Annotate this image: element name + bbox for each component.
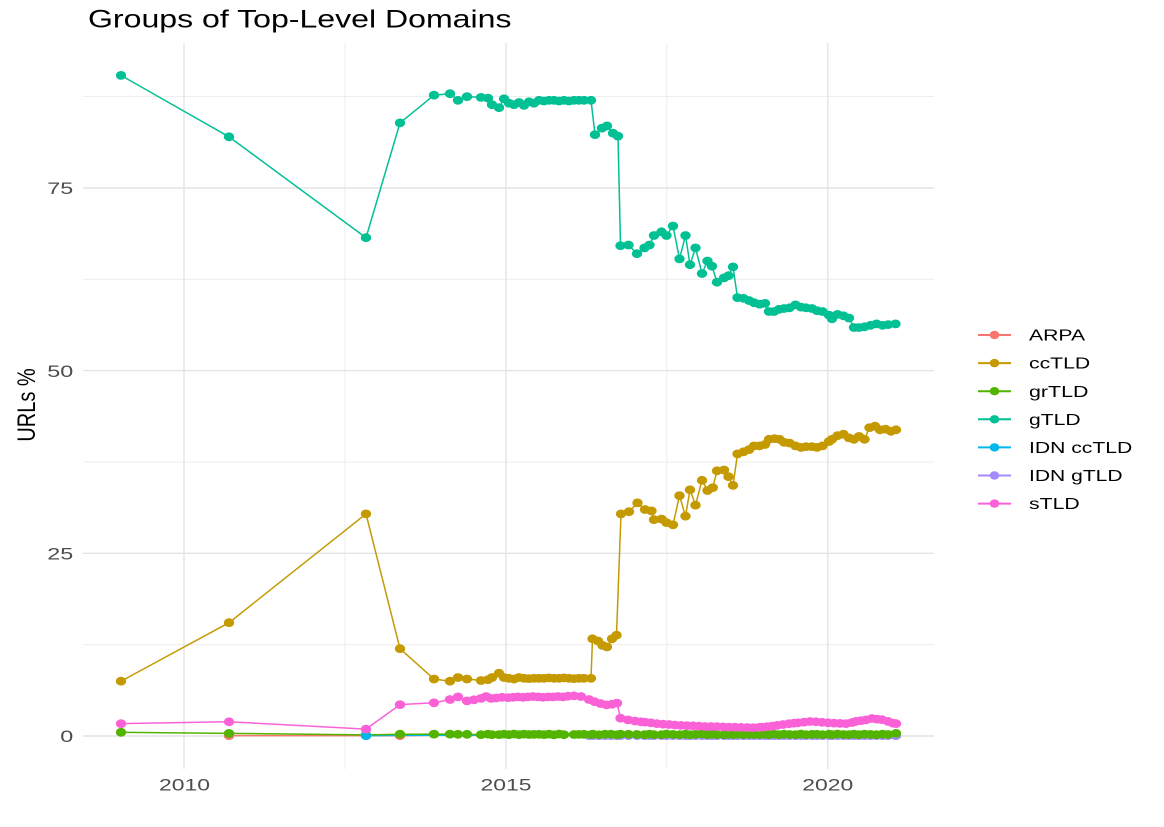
svg-text:2010: 2010: [159, 775, 210, 794]
svg-text:sTLD: sTLD: [1029, 496, 1080, 513]
svg-text:gTLD: gTLD: [1029, 412, 1081, 429]
svg-text:IDN ccTLD: IDN ccTLD: [1029, 440, 1132, 457]
svg-text:IDN gTLD: IDN gTLD: [1029, 468, 1123, 485]
svg-text:Groups of Top-Level Domains: Groups of Top-Level Domains: [88, 6, 512, 34]
svg-text:2015: 2015: [481, 775, 532, 794]
svg-text:0: 0: [60, 727, 73, 746]
svg-text:URLs %: URLs %: [12, 368, 41, 441]
svg-text:grTLD: grTLD: [1029, 384, 1088, 401]
svg-text:50: 50: [47, 362, 73, 381]
svg-text:ARPA: ARPA: [1029, 328, 1086, 345]
svg-text:2020: 2020: [802, 775, 853, 794]
svg-text:ccTLD: ccTLD: [1029, 356, 1090, 373]
svg-text:25: 25: [47, 544, 73, 563]
svg-text:75: 75: [47, 179, 73, 198]
